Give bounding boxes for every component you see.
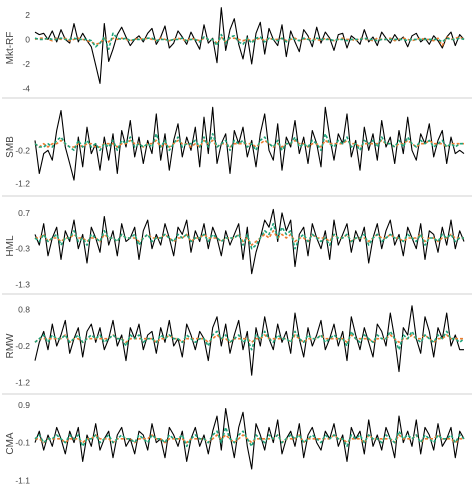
y-tick-label: -1.2	[15, 378, 30, 388]
y-tick-label: 0.8	[18, 304, 30, 314]
series-line-0	[34, 305, 464, 376]
y-tick-label: -1.1	[15, 475, 30, 485]
y-axis-label: HML	[5, 235, 16, 257]
chart-panel-3: RMW 0.8 -0.2 -1.2	[2, 304, 472, 395]
series-line-2	[34, 133, 464, 152]
y-tick-label: 0	[25, 34, 30, 44]
y-tick-label: -2	[22, 59, 30, 69]
y-axis-label: Mkt-RF	[5, 32, 16, 65]
y-tick-label: -1.2	[15, 178, 30, 188]
y-axis-label: SMB	[5, 136, 16, 158]
y-tick-label: 0.7	[18, 208, 30, 218]
series-line-2	[34, 222, 464, 250]
y-tick-label: -0.2	[15, 341, 30, 351]
series-line-0	[34, 208, 465, 275]
chart-panel-0: Mkt-RF 2 0 -2 -4	[2, 7, 472, 99]
chart-panel-2: HML 0.7 -0.3 -1.3	[2, 208, 472, 295]
y-tick-label: 2	[25, 10, 30, 20]
series-line-2	[34, 32, 465, 51]
chart-panel-1: SMB -0.2 -1.2	[2, 106, 472, 197]
series-line-2	[34, 330, 465, 351]
y-tick-label: -0.2	[15, 145, 30, 155]
chart-panel-4: CMA 0.9 -0.1 -1.1	[5, 400, 465, 485]
series-line-0	[34, 106, 465, 181]
y-tick-label: -0.3	[15, 244, 30, 254]
y-tick-label: -0.1	[15, 438, 30, 448]
series-line-0	[34, 408, 465, 470]
series-line-1	[34, 334, 464, 344]
series-line-0	[34, 7, 465, 84]
y-tick-label: -4	[22, 83, 30, 93]
y-axis-label: RMW	[5, 333, 16, 359]
series-line-1	[35, 434, 464, 444]
y-tick-label: -1.3	[15, 279, 30, 289]
y-tick-label: 0.9	[18, 400, 30, 410]
series-line-2	[34, 426, 465, 448]
y-axis-label: CMA	[5, 432, 16, 455]
